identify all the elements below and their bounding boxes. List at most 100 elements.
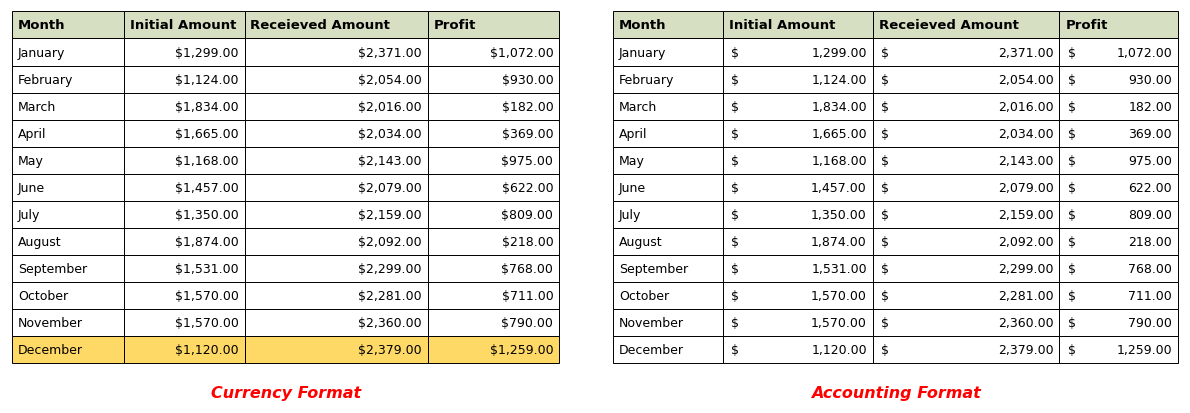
Bar <box>245 202 428 228</box>
Bar <box>245 66 428 93</box>
Text: September: September <box>18 262 87 275</box>
Text: Month: Month <box>18 19 65 32</box>
Text: January: January <box>619 46 666 59</box>
Text: 1,570.00: 1,570.00 <box>812 290 866 302</box>
Text: $1,124.00: $1,124.00 <box>175 74 238 86</box>
Text: 182.00: 182.00 <box>1128 100 1172 114</box>
Bar <box>245 147 428 174</box>
Text: $218.00: $218.00 <box>502 235 553 248</box>
Bar <box>428 174 559 202</box>
Bar <box>245 228 428 255</box>
Bar <box>245 309 428 337</box>
Text: 1,124.00: 1,124.00 <box>812 74 866 86</box>
Text: $1,299.00: $1,299.00 <box>175 46 238 59</box>
Text: 2,371.00: 2,371.00 <box>998 46 1053 59</box>
Bar <box>1059 174 1178 202</box>
Text: $1,457.00: $1,457.00 <box>175 181 238 195</box>
Text: $: $ <box>1067 46 1076 59</box>
Text: 1,259.00: 1,259.00 <box>1116 344 1172 356</box>
Bar <box>613 228 724 255</box>
Text: October: October <box>18 290 68 302</box>
Text: $1,072.00: $1,072.00 <box>489 46 553 59</box>
Bar <box>724 174 873 202</box>
Bar <box>613 93 724 121</box>
Text: $: $ <box>1067 74 1076 86</box>
Bar <box>613 337 724 363</box>
Bar <box>872 121 1059 147</box>
Text: $711.00: $711.00 <box>502 290 553 302</box>
Bar <box>724 255 873 282</box>
Text: $2,159.00: $2,159.00 <box>358 209 422 221</box>
Bar <box>12 337 124 363</box>
Text: 1,168.00: 1,168.00 <box>812 154 866 167</box>
Text: July: July <box>18 209 40 221</box>
Bar <box>724 121 873 147</box>
Text: November: November <box>619 316 684 330</box>
Text: $: $ <box>881 235 889 248</box>
Text: $: $ <box>881 181 889 195</box>
Text: $2,079.00: $2,079.00 <box>358 181 422 195</box>
Text: $1,834.00: $1,834.00 <box>175 100 238 114</box>
Text: $: $ <box>732 128 739 140</box>
Text: $1,259.00: $1,259.00 <box>490 344 553 356</box>
Text: $1,350.00: $1,350.00 <box>175 209 238 221</box>
Text: Initial Amount: Initial Amount <box>130 19 237 32</box>
Bar <box>724 39 873 66</box>
Bar <box>12 93 124 121</box>
Text: $: $ <box>732 316 739 330</box>
Text: $: $ <box>881 344 889 356</box>
Text: 711.00: 711.00 <box>1128 290 1172 302</box>
Bar <box>1059 337 1178 363</box>
Bar <box>428 121 559 147</box>
Bar <box>12 255 124 282</box>
Bar <box>1059 39 1178 66</box>
Bar <box>724 66 873 93</box>
Text: 622.00: 622.00 <box>1128 181 1172 195</box>
Text: $: $ <box>732 209 739 221</box>
Text: $1,120.00: $1,120.00 <box>175 344 238 356</box>
Bar <box>124 337 245 363</box>
Text: $2,299.00: $2,299.00 <box>358 262 422 275</box>
Text: July: July <box>619 209 641 221</box>
Bar <box>613 66 724 93</box>
Bar <box>12 282 124 309</box>
Text: $: $ <box>1067 128 1076 140</box>
Text: $1,531.00: $1,531.00 <box>175 262 238 275</box>
Text: 2,079.00: 2,079.00 <box>997 181 1053 195</box>
Text: $975.00: $975.00 <box>501 154 553 167</box>
Bar <box>428 228 559 255</box>
Text: 1,570.00: 1,570.00 <box>812 316 866 330</box>
Bar <box>124 93 245 121</box>
Bar <box>1059 12 1178 39</box>
Text: June: June <box>18 181 45 195</box>
Text: 2,092.00: 2,092.00 <box>998 235 1053 248</box>
Bar <box>613 282 724 309</box>
Bar <box>428 309 559 337</box>
Text: $2,054.00: $2,054.00 <box>358 74 422 86</box>
Bar <box>872 337 1059 363</box>
Bar <box>1059 228 1178 255</box>
Text: $: $ <box>732 154 739 167</box>
Text: $: $ <box>732 100 739 114</box>
Bar <box>245 39 428 66</box>
Text: Currency Format: Currency Format <box>211 385 361 400</box>
Text: $: $ <box>732 46 739 59</box>
Text: 2,159.00: 2,159.00 <box>998 209 1053 221</box>
Text: May: May <box>18 154 44 167</box>
Text: 1,457.00: 1,457.00 <box>812 181 866 195</box>
Bar <box>124 121 245 147</box>
Bar <box>872 66 1059 93</box>
Text: Accounting Format: Accounting Format <box>810 385 981 400</box>
Text: 768.00: 768.00 <box>1128 262 1172 275</box>
Text: 2,299.00: 2,299.00 <box>998 262 1053 275</box>
Bar <box>1059 66 1178 93</box>
Text: $1,874.00: $1,874.00 <box>175 235 238 248</box>
Text: 1,072.00: 1,072.00 <box>1116 46 1172 59</box>
Text: $: $ <box>1067 154 1076 167</box>
Text: 2,379.00: 2,379.00 <box>998 344 1053 356</box>
Text: $1,570.00: $1,570.00 <box>175 290 238 302</box>
Bar <box>124 255 245 282</box>
Bar <box>872 255 1059 282</box>
Text: 1,120.00: 1,120.00 <box>812 344 866 356</box>
Text: $2,016.00: $2,016.00 <box>358 100 422 114</box>
